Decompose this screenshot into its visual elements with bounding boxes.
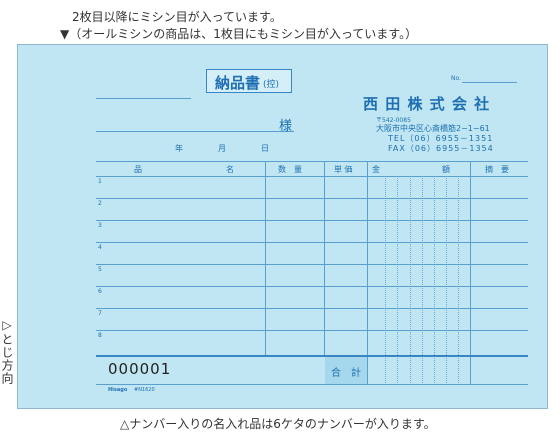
company-address: 大阪市中央区心斎橋筋2−1−61 bbox=[376, 124, 490, 133]
total-label: 合 計 bbox=[331, 368, 361, 379]
row-line bbox=[96, 330, 528, 331]
row-number: 3 bbox=[98, 222, 102, 229]
title-box: 納品書 (控) bbox=[206, 69, 292, 93]
col-item: 品 bbox=[134, 165, 142, 174]
number-label: No. bbox=[451, 75, 461, 82]
recipient-line-short bbox=[96, 98, 191, 99]
company-fax: FAX（06）6955－1354 bbox=[388, 144, 494, 153]
vline-price bbox=[324, 161, 325, 355]
col-remarks: 摘 要 bbox=[485, 165, 509, 174]
digit-separator bbox=[397, 176, 398, 385]
digit-separator bbox=[458, 176, 459, 385]
row-line bbox=[96, 264, 528, 265]
vline-amount bbox=[367, 161, 368, 385]
row-line bbox=[96, 220, 528, 221]
date-month: 月 bbox=[218, 144, 226, 153]
col-price: 単 価 bbox=[334, 165, 353, 174]
digit-separator bbox=[422, 176, 423, 385]
row-number: 6 bbox=[98, 288, 102, 295]
binding-direction-note: ▷とじ方向 bbox=[0, 318, 14, 385]
col-amount-right: 額 bbox=[442, 165, 450, 174]
row-number: 1 bbox=[98, 178, 102, 185]
digit-separator bbox=[434, 176, 435, 385]
row-number: 8 bbox=[98, 332, 102, 339]
brand-logo: Hisago bbox=[108, 387, 128, 393]
product-code: #N1620 bbox=[134, 387, 155, 393]
vline-qty bbox=[265, 161, 266, 355]
row-line bbox=[96, 308, 528, 309]
form-title-sub: (控) bbox=[263, 80, 280, 90]
row-number: 2 bbox=[98, 200, 102, 207]
table-top-line bbox=[96, 161, 528, 162]
digit-separator bbox=[446, 176, 447, 385]
date-year: 年 bbox=[175, 144, 183, 153]
digit-separator bbox=[385, 176, 386, 385]
number-line bbox=[462, 82, 517, 83]
note-bottom: △ナンバー入りの名入れ品は6ケタのナンバーが入ります。 bbox=[120, 417, 436, 431]
row-line bbox=[96, 242, 528, 243]
row-line bbox=[96, 198, 528, 199]
row-number: 7 bbox=[98, 310, 102, 317]
row-line bbox=[96, 286, 528, 287]
col-amount-left: 金 bbox=[372, 165, 380, 174]
col-name: 名 bbox=[226, 165, 234, 174]
sama-label: 様 bbox=[279, 119, 293, 134]
company-name: 西 田 株 式 会 社 bbox=[363, 95, 491, 113]
company-postal: 〒542-0085 bbox=[376, 117, 411, 124]
date-day: 日 bbox=[261, 144, 269, 153]
total-row bbox=[96, 355, 528, 385]
row-number: 5 bbox=[98, 266, 102, 273]
form-title: 納品書 bbox=[215, 74, 261, 92]
note-top-line2: ▼（オールミシンの商品は、1枚目にもミシン目が入っています。） bbox=[60, 27, 418, 41]
customer-line bbox=[96, 131, 294, 132]
col-qty: 数 量 bbox=[278, 165, 302, 174]
table-header-bottom bbox=[96, 176, 528, 177]
company-tel: TEL（06）6955－1351 bbox=[388, 134, 494, 143]
row-number: 4 bbox=[98, 244, 102, 251]
vline-remarks bbox=[470, 161, 471, 385]
total-label-cell bbox=[325, 357, 367, 384]
serial-number: 000001 bbox=[108, 360, 172, 378]
delivery-slip-form: 納品書 (控) No. 様 年 月 日 西 田 株 式 会 社 〒542-008… bbox=[17, 44, 548, 409]
note-top-line1: 2枚目以降にミシン目が入っています。 bbox=[72, 10, 282, 24]
digit-separator bbox=[410, 176, 411, 385]
